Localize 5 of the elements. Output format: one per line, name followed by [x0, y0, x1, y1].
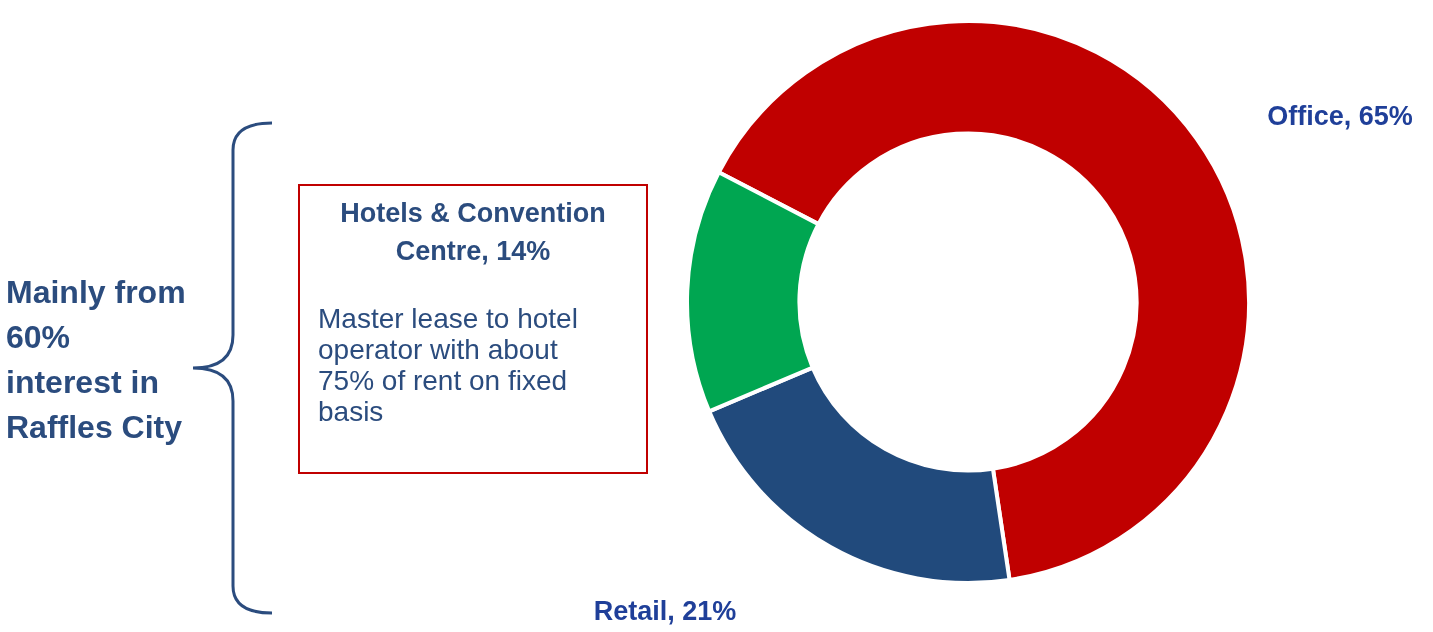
text: Mainly from 60% interest in Raffles City — [6, 273, 187, 447]
text: Master lease to hotel operator with about 75% of rent on fixed basis — [318, 303, 579, 427]
slice-label: Office, 65% — [1267, 101, 1413, 132]
slice-label: Retail, 21% — [593, 596, 737, 627]
slice-label: Hotels & Convention Centre, 14% — [340, 198, 606, 267]
